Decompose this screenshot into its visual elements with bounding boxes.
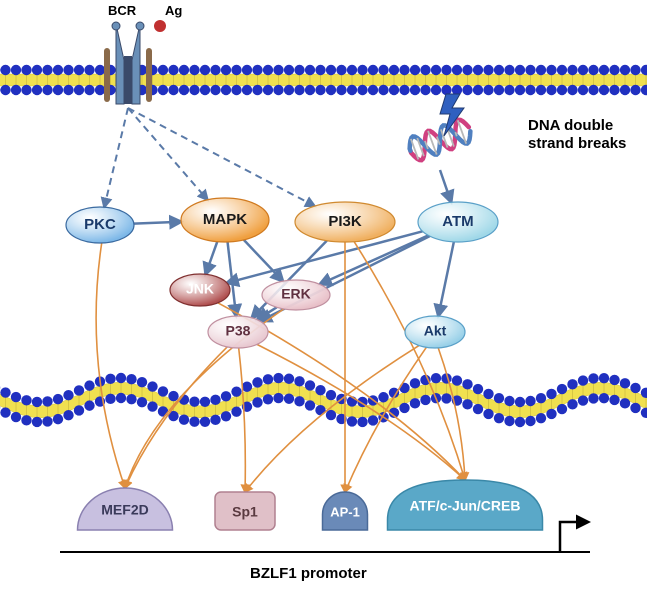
- node-pi3k-label: PI3K: [328, 213, 362, 230]
- tf-sp1-label: Sp1: [232, 504, 258, 520]
- node-erk: ERK: [262, 280, 330, 310]
- node-mapk-label: MAPK: [203, 211, 247, 228]
- transcription-arrow: [560, 522, 588, 552]
- membrane: [0, 65, 647, 95]
- label-dna_break: DNA double: [528, 117, 613, 134]
- edge-pkc-mef2d: [96, 243, 125, 488]
- edge-mapk-erk: [244, 240, 283, 281]
- node-atm: ATM: [418, 202, 498, 242]
- node-atm-label: ATM: [442, 213, 473, 230]
- tf-atf: ATF/c-Jun/CREB: [388, 480, 543, 530]
- ag-antigen-icon: [154, 20, 166, 32]
- tf-sp1: Sp1: [215, 492, 275, 530]
- signaling-diagram: PKC MAPK PI3K ATM JNK ERK P38 Akt MEF2D Sp1 AP-1 AT…: [0, 0, 647, 593]
- edge-p38-sp1: [239, 348, 246, 492]
- node-pkc-label: PKC: [84, 216, 116, 233]
- node-erk-label: ERK: [281, 286, 311, 302]
- node-jnk: JNK: [170, 274, 230, 306]
- label-bcr: BCR: [108, 3, 137, 18]
- tf-mef2d: MEF2D: [78, 488, 173, 530]
- edge-receptor_bottom-pi3k: [128, 108, 315, 206]
- node-akt-label: Akt: [424, 323, 447, 339]
- node-mapk: MAPK: [181, 198, 269, 242]
- tf-mef2d-label: MEF2D: [101, 502, 148, 518]
- label-promoter: BZLF1 promoter: [250, 565, 367, 582]
- edge-receptor_bottom-pkc: [104, 108, 128, 207]
- tf-ap1-label: AP-1: [330, 504, 360, 519]
- tf-atf-label: ATF/c-Jun/CREB: [410, 498, 521, 514]
- tf-ap1: AP-1: [323, 492, 368, 530]
- edge-mapk-jnk: [206, 242, 218, 275]
- edge-mapk-p38: [228, 242, 237, 316]
- node-pkc: PKC: [66, 207, 134, 243]
- edge-dna_icon-atm: [440, 170, 451, 202]
- dna-damage-icon: [406, 117, 474, 162]
- edge-atm-erk: [320, 235, 429, 284]
- node-jnk-label: JNK: [186, 281, 214, 297]
- node-akt: Akt: [405, 316, 465, 348]
- edge-atm-akt: [438, 242, 454, 316]
- node-p38-label: P38: [226, 323, 251, 339]
- label-ag: Ag: [165, 3, 182, 18]
- edge-receptor_bottom-mapk: [128, 108, 208, 200]
- edge-pkc-mapk: [134, 222, 181, 224]
- edge-pi3k-atf: [354, 242, 465, 480]
- label-dna_break: strand breaks: [528, 135, 626, 152]
- node-p38: P38: [208, 316, 268, 348]
- node-pi3k: PI3K: [295, 202, 395, 242]
